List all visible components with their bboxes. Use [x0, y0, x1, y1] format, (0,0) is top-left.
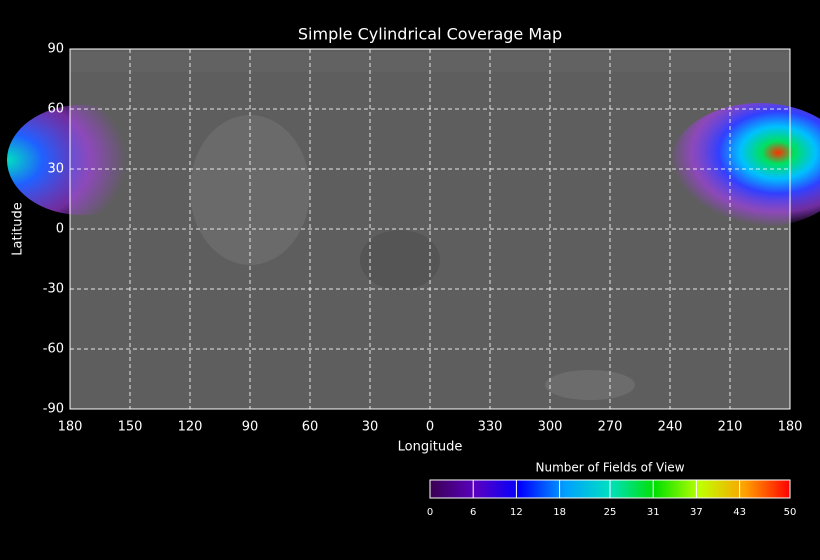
y-tick-label: -60: [43, 342, 64, 357]
y-axis-label: Latitude: [11, 202, 26, 256]
colorbar-tick-label: 6: [470, 507, 476, 518]
terrain: [545, 370, 635, 400]
colorbar-label: Number of Fields of View: [535, 461, 684, 475]
coverage-area: [670, 103, 820, 227]
y-tick-label: -30: [43, 282, 64, 297]
colorbar-tick-label: 25: [604, 507, 617, 518]
x-tick-label: 150: [118, 420, 143, 435]
x-tick-label: 180: [778, 420, 803, 435]
x-tick-label: 330: [478, 420, 503, 435]
y-tick-label: 30: [47, 162, 64, 177]
x-tick-label: 180: [58, 420, 83, 435]
y-tick-label: -90: [43, 402, 64, 417]
terrain: [360, 230, 440, 290]
colorbar-tick-label: 31: [647, 507, 660, 518]
x-tick-label: 210: [718, 420, 743, 435]
y-tick-label: 0: [56, 222, 64, 237]
coverage-area: [7, 105, 157, 215]
colorbar-tick-label: 12: [510, 507, 523, 518]
colorbar-tick-label: 50: [784, 507, 797, 518]
x-tick-label: 30: [362, 420, 379, 435]
y-tick-label: 60: [47, 102, 64, 117]
chart-title: Simple Cylindrical Coverage Map: [298, 25, 562, 44]
x-tick-label: 90: [242, 420, 259, 435]
colorbar-tick-label: 43: [733, 507, 746, 518]
y-tick-label: 90: [47, 42, 64, 57]
colorbar-tick-label: 18: [553, 507, 566, 518]
x-tick-label: 60: [302, 420, 319, 435]
colorbar-tick-label: 37: [690, 507, 703, 518]
x-tick-label: 0: [426, 420, 434, 435]
x-tick-label: 120: [178, 420, 203, 435]
x-tick-label: 270: [598, 420, 623, 435]
x-axis-label: Longitude: [398, 440, 463, 455]
terrain: [70, 52, 790, 72]
x-tick-label: 240: [658, 420, 683, 435]
colorbar-tick-label: 0: [427, 507, 433, 518]
x-tick-label: 300: [538, 420, 563, 435]
